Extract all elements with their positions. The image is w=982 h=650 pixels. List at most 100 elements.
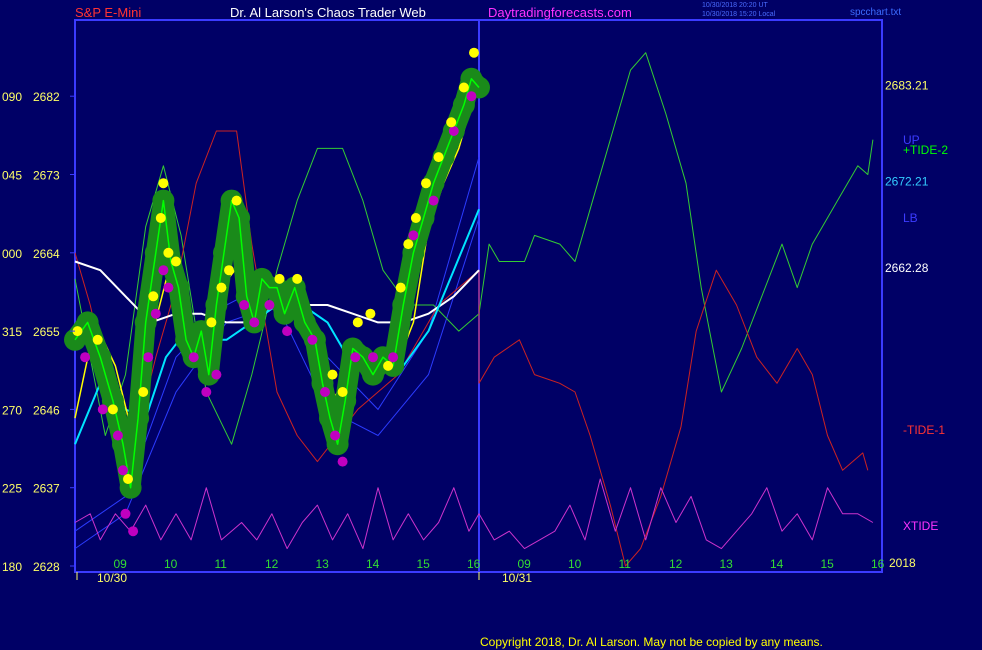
right-price-label: 2683.21: [885, 79, 929, 93]
x-hour-label: 14: [366, 557, 380, 571]
swing-low-marker: [337, 456, 348, 467]
x-hour-label: 13: [719, 557, 733, 571]
legend: UP+TIDE-2 LB -TIDE-1 XTIDE: [903, 133, 948, 533]
swing-low-marker: [112, 430, 123, 441]
x-hour-label: 14: [770, 557, 784, 571]
x-hour-label: 12: [265, 557, 279, 571]
swing-low-marker: [80, 352, 91, 363]
x-hour-label: 10: [164, 557, 178, 571]
swing-high-marker: [148, 291, 159, 302]
swing-low-marker: [350, 352, 361, 363]
left-tick-price: 2664: [33, 247, 60, 261]
swing-high-marker: [224, 265, 234, 276]
left-tick-price: 2673: [33, 169, 60, 183]
right-price-label: 2662.28: [885, 261, 929, 275]
swing-low-marker: [282, 326, 293, 337]
copyright-notice: Copyright 2018, Dr. Al Larson. May not b…: [480, 635, 823, 649]
swing-high-marker: [458, 82, 469, 93]
left-axis: 090 2682 045 2673 000 2664 315 2655 270 2646 225 26…: [2, 90, 75, 574]
swing-low-marker: [158, 265, 169, 276]
left-tick-code: 000: [2, 247, 22, 261]
swing-low-marker: [201, 387, 212, 397]
swing-high-marker: [292, 273, 303, 284]
left-tick-code: 270: [2, 403, 22, 417]
x-hour-label: 15: [820, 557, 834, 571]
header-title: Dr. Al Larson's Chaos Trader Web: [230, 5, 426, 20]
legend-lb: LB: [903, 211, 918, 225]
x-hour-label: 16: [467, 557, 481, 571]
swing-low-marker: [249, 317, 260, 328]
swing-high-marker: [337, 387, 348, 397]
swing-high-marker: [163, 247, 174, 258]
left-tick-price: 2646: [33, 403, 60, 417]
swing-high-marker: [158, 178, 169, 189]
legend-xtide: XTIDE: [903, 519, 938, 533]
swing-high-marker: [421, 178, 431, 189]
date-label-day2: 10/31: [502, 571, 532, 585]
series-xtide-line: [74, 478, 874, 550]
swing-high-marker: [138, 387, 149, 397]
date-label-day1: 10/30: [97, 571, 127, 585]
swing-low-marker: [408, 230, 419, 241]
swing-low-marker: [188, 352, 199, 363]
swing-high-marker: [206, 317, 217, 328]
timestamp-utc: 10/30/2018 20:20 UT: [702, 2, 768, 9]
x-hour-label: 15: [416, 557, 430, 571]
left-tick-code: 180: [2, 560, 22, 574]
swing-low-marker: [466, 91, 477, 102]
x-axis: 09 10 11 12 13 14 15 16 09 10 11 12 13 14 15 16 10/30 10/…: [76, 557, 885, 585]
swing-low-marker: [163, 282, 174, 293]
left-tick-price: 2682: [33, 90, 60, 104]
swing-high-marker: [107, 404, 118, 415]
x-hour-label: 10: [568, 557, 582, 571]
swing-high-marker: [365, 308, 376, 319]
swing-low-marker: [428, 195, 439, 206]
swing-markers: [72, 47, 479, 537]
left-tick-price: 2628: [33, 560, 60, 574]
swing-high-marker: [231, 195, 242, 206]
swing-high-marker: [123, 474, 133, 484]
swing-low-marker: [320, 387, 330, 397]
series-tide-1-line: [74, 130, 869, 567]
x-hour-label: 09: [517, 557, 531, 571]
left-tick-code: 225: [2, 482, 22, 496]
site-link[interactable]: Daytradingforecasts.com: [488, 5, 632, 20]
swing-high-marker: [92, 334, 103, 345]
swing-high-marker: [171, 256, 181, 267]
x-hour-label: 16: [871, 557, 885, 571]
swing-high-marker: [395, 282, 406, 293]
x-hour-label: 11: [618, 557, 631, 571]
year-label: 2018: [889, 556, 916, 570]
left-tick-code: 090: [2, 90, 22, 104]
swing-low-marker: [211, 369, 222, 380]
legend-tide-2: +TIDE-2: [903, 143, 948, 157]
left-tick-price: 2637: [33, 482, 60, 496]
right-axis-labels: 2683.21 2672.21 2662.28: [885, 79, 929, 275]
swing-high-marker: [274, 273, 285, 284]
swing-low-marker: [150, 308, 161, 319]
left-tick-price: 2655: [33, 325, 60, 339]
swing-high-marker: [469, 47, 479, 58]
right-price-label: 2672.21: [885, 174, 929, 188]
swing-high-marker: [352, 317, 363, 328]
swing-low-marker: [448, 126, 459, 136]
series-price-line: [74, 78, 480, 489]
swing-high-marker: [410, 213, 421, 223]
x-hour-label: 13: [315, 557, 329, 571]
swing-high-marker: [433, 152, 444, 163]
swing-low-marker: [330, 430, 341, 441]
swing-low-marker: [128, 526, 139, 537]
swing-high-marker: [72, 326, 83, 337]
swing-low-marker: [239, 300, 250, 310]
swing-low-marker: [264, 300, 275, 310]
symbol-label: S&P E-Mini: [75, 5, 141, 20]
swing-high-marker: [403, 239, 414, 250]
x-hour-label: 11: [214, 557, 227, 571]
swing-high-marker: [446, 117, 457, 128]
swing-high-marker: [216, 282, 227, 293]
left-tick-code: 045: [2, 169, 22, 183]
swing-low-marker: [97, 404, 108, 415]
x-hour-label: 12: [669, 557, 683, 571]
